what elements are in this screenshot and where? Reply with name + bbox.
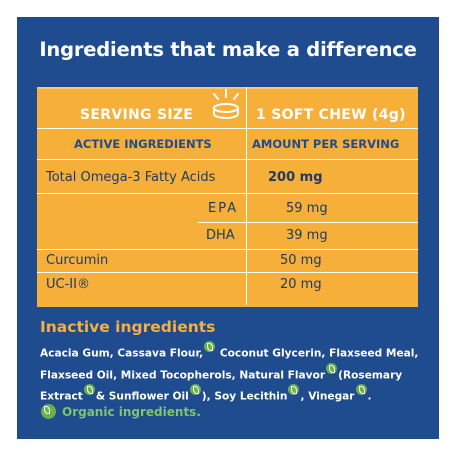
inactive-text: Acacia Gum, Cassava Flour,: [40, 347, 204, 360]
ingredient-amount: 200 mg: [268, 170, 323, 185]
divider: [198, 222, 418, 223]
ingredient-name: Total Omega-3 Fatty Acids: [46, 170, 216, 185]
inactive-text: Coconut Glycerin, Flaxseed Meal, Flaxsee…: [40, 347, 419, 382]
inactive-text: , Vinegar: [300, 390, 355, 403]
inactive-text: & Sunflower Oil: [95, 390, 189, 403]
chew-icon: [213, 89, 239, 119]
ingredient-amount: 39 mg: [286, 228, 328, 243]
leaf-icon: [288, 384, 300, 396]
ingredient-name: UC-II®: [46, 277, 90, 292]
ingredient-amount: 20 mg: [280, 277, 322, 292]
divider: [37, 193, 418, 194]
ingredient-name: EPA: [208, 201, 239, 216]
column-header-amount: AMOUNT PER SERVING: [252, 137, 400, 151]
ingredient-amount: 59 mg: [286, 201, 328, 216]
organic-note-text: Organic ingredients.: [62, 404, 201, 419]
leaf-icon: [83, 384, 95, 396]
leaf-icon: [189, 384, 201, 396]
leaf-icon: [41, 404, 56, 419]
page-title: Ingredients that make a difference: [39, 38, 417, 61]
supplement-facts-table: [37, 87, 418, 307]
column-header-active: ACTIVE INGREDIENTS: [74, 137, 212, 151]
inactive-text: (Rosemary Extract: [40, 369, 403, 403]
inactive-ingredients-list: Acacia Gum, Cassava Flour, Coconut Glyce…: [40, 341, 420, 406]
column-divider: [246, 87, 247, 305]
inactive-text: .: [367, 390, 372, 403]
divider: [37, 128, 418, 129]
ingredient-name: Curcumin: [46, 253, 109, 268]
leaf-icon: [204, 341, 216, 352]
serving-size-label: SERVING SIZE: [80, 107, 194, 123]
inactive-ingredients-title: Inactive ingredients: [40, 318, 216, 336]
leaf-icon: [326, 362, 338, 374]
leaf-icon: [355, 384, 367, 396]
serving-size-value: 1 SOFT CHEW (4g): [256, 107, 406, 123]
divider: [37, 272, 418, 273]
inactive-text: ), Soy Lecithin: [201, 390, 288, 403]
divider: [37, 249, 418, 250]
divider: [37, 159, 418, 160]
ingredient-amount: 50 mg: [280, 253, 322, 268]
ingredient-name: DHA: [206, 228, 235, 243]
organic-note: Organic ingredients.: [40, 404, 201, 419]
